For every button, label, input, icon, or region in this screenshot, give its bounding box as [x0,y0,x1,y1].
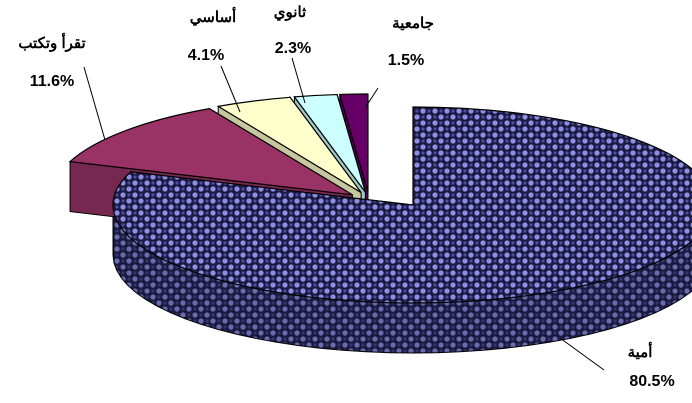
slice-label-0: أمية 80.5% [628,341,675,390]
slice-2 [216,96,362,194]
slice-label-2: أساسي 4.1% [188,6,236,64]
slice-name-label: ثانوي [274,4,306,22]
leader-line-2 [220,65,241,113]
leader-line-4 [364,87,379,109]
leader-line-1 [83,66,106,141]
slice-value-label: 11.6% [30,73,74,90]
slice-value-label: 1.5% [388,52,424,69]
slice-label-3: ثانوي 2.3% [274,4,311,57]
slice-value-label: 80.5% [629,373,674,390]
slice-name-label: تقرأ وتكتب [18,32,85,52]
leader-line-3 [291,57,306,104]
slice-4 [338,93,369,193]
slice-3 [293,93,366,193]
slice-value-label: 2.3% [275,40,311,57]
leader-lines [83,57,605,371]
slice-name-label: أساسي [190,6,236,27]
slice-0 [112,106,692,304]
slice-labels: أمية 80.5% تقرأ وتكتب 11.6% أساسي 4.1% ثانوي 2.… [18,4,674,390]
slice-name-label: جامعية [392,15,434,32]
slice-1 [68,107,353,196]
slice-tops [68,93,692,304]
slice-label-4: جامعية 1.5% [388,15,434,69]
slice-name-label: أمية [628,341,653,361]
leader-line-0 [559,337,605,371]
slice-value-label: 4.1% [188,47,224,64]
slice-label-1: تقرأ وتكتب 11.6% [18,32,85,90]
